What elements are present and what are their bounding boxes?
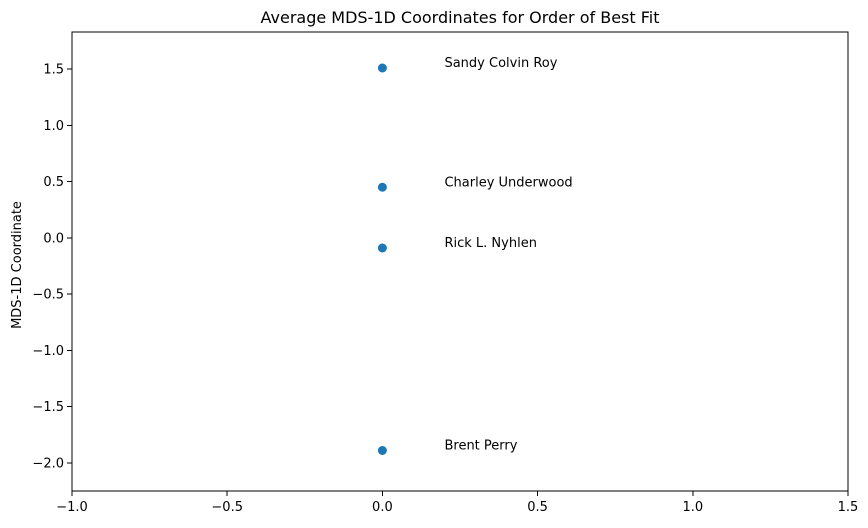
x-tick-label: −0.5 bbox=[211, 500, 243, 515]
chart-title: Average MDS-1D Coordinates for Order of … bbox=[261, 8, 660, 27]
point-label: Sandy Colvin Roy bbox=[444, 56, 557, 71]
y-tick-label: 0.5 bbox=[43, 175, 64, 190]
x-tick-label: 0.5 bbox=[527, 500, 548, 515]
data-point bbox=[377, 446, 387, 455]
y-tick-label: 1.0 bbox=[43, 119, 64, 134]
x-tick-label: 1.0 bbox=[682, 500, 703, 515]
y-tick-label: −1.5 bbox=[32, 400, 64, 415]
point-label: Brent Perry bbox=[444, 439, 517, 454]
data-point bbox=[377, 243, 387, 253]
y-tick-label: −1.0 bbox=[32, 344, 64, 359]
y-tick-label: 0.0 bbox=[43, 231, 64, 246]
x-tick-label: −1.0 bbox=[56, 500, 88, 515]
plot-area: −1.0 −0.5 0.0 0.5 1.0 1.5 1.5 1.0 0.5 0.0 −0.5 −1.0… bbox=[32, 31, 859, 515]
x-tick-label: 0.0 bbox=[372, 500, 393, 515]
point-label: Rick L. Nyhlen bbox=[444, 236, 536, 251]
data-point bbox=[377, 182, 387, 192]
plot-frame bbox=[71, 31, 849, 492]
y-tick-label: −2.0 bbox=[32, 456, 64, 471]
y-tick-label: 1.5 bbox=[43, 63, 64, 78]
point-label: Charley Underwood bbox=[444, 175, 572, 190]
data-point bbox=[377, 63, 387, 73]
y-tick-label: −0.5 bbox=[32, 288, 64, 303]
x-tick-label: 1.5 bbox=[838, 500, 859, 515]
y-axis-label: MDS-1D Coordinate bbox=[10, 201, 25, 329]
